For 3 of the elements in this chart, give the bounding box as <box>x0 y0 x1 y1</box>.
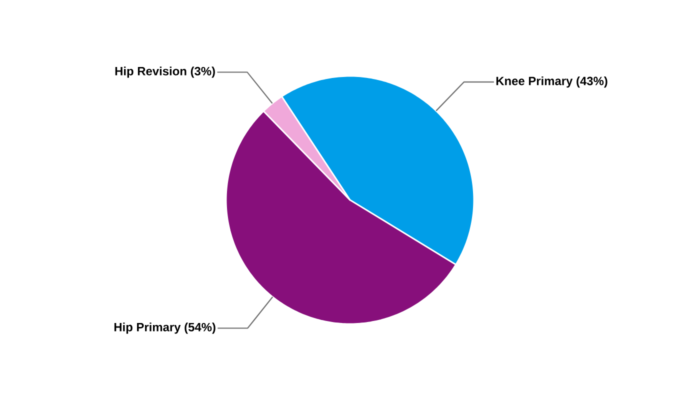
slice-label: Knee Primary (43%) <box>496 76 608 88</box>
slice-label: Hip Revision (3%) <box>115 66 215 78</box>
slice-label: Hip Primary (54%) <box>114 322 216 334</box>
